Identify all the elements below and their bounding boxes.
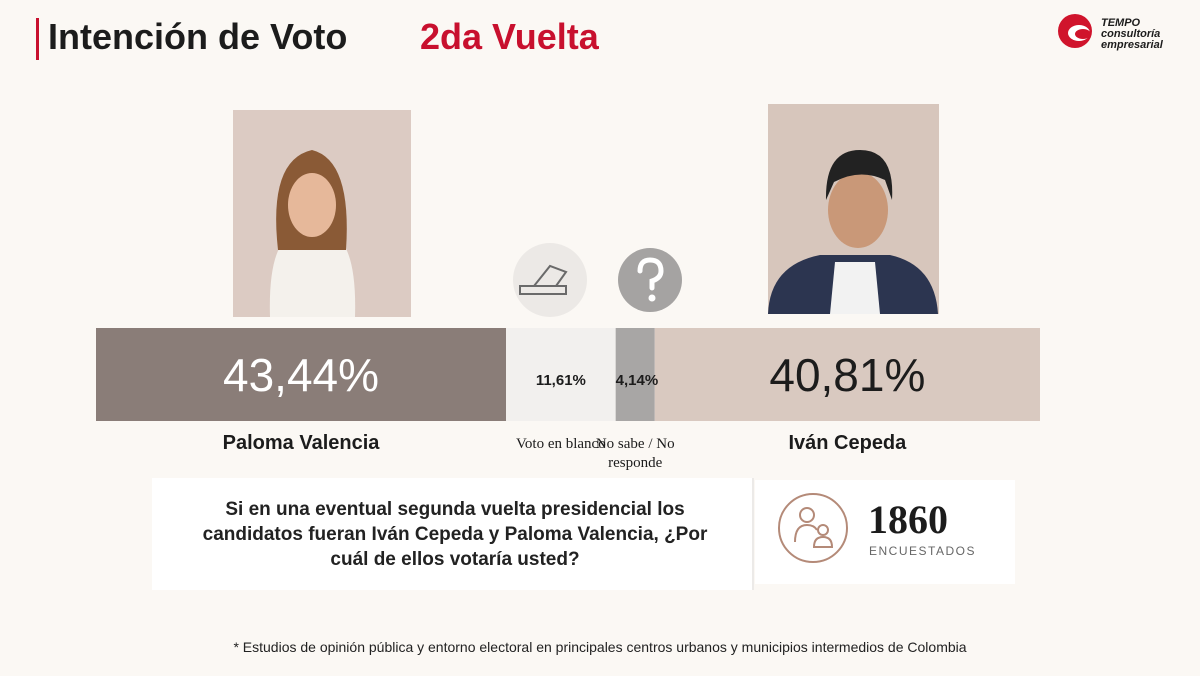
title-accent <box>36 18 39 60</box>
footnote: * Estudios de opinión pública y entorno … <box>233 639 967 655</box>
photo-paloma <box>233 110 411 317</box>
question-icon <box>618 248 682 312</box>
brand-tagline: consultoría empresarial <box>1101 28 1163 51</box>
value-label: 11,61% <box>535 372 586 389</box>
brand-name: TEMPO <box>1101 17 1141 29</box>
question: Si en una eventual segunda vuelta presid… <box>202 499 708 570</box>
title-highlight: 2da Vuelta <box>420 16 599 57</box>
bar-segment <box>506 328 616 421</box>
value-label: 4,14% <box>615 372 659 389</box>
series-name: Paloma Valencia <box>222 432 380 454</box>
bar-segment <box>615 328 655 421</box>
value-label: 43,44% <box>223 349 380 401</box>
value-label: 40,81% <box>769 349 926 401</box>
question-box <box>152 478 752 590</box>
respondents-label: ENCUESTADOS <box>869 544 976 558</box>
bar-segment <box>96 328 507 421</box>
series-name: Voto en blanco <box>516 436 606 452</box>
series-name: Iván Cepeda <box>788 432 907 454</box>
series-name: No sabe / No responde <box>595 436 675 471</box>
ballot-icon <box>513 243 587 317</box>
photo-cepeda <box>768 104 939 314</box>
people-icon <box>778 493 848 563</box>
respondents-value: 1860 <box>868 497 948 542</box>
bar-segment <box>654 328 1040 421</box>
title: Intención de Voto <box>48 16 348 57</box>
logo-mark <box>1058 14 1092 48</box>
